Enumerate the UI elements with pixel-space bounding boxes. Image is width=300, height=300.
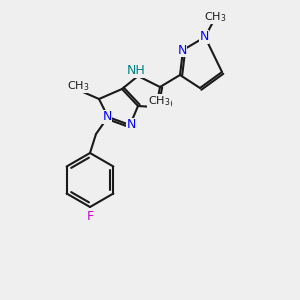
Text: O: O bbox=[162, 98, 172, 110]
Text: N: N bbox=[177, 44, 187, 56]
Text: N: N bbox=[102, 110, 112, 124]
Text: CH$_3$: CH$_3$ bbox=[204, 10, 226, 24]
Text: N: N bbox=[199, 31, 209, 44]
Text: F: F bbox=[86, 209, 94, 223]
Text: CH$_3$: CH$_3$ bbox=[67, 79, 89, 93]
Text: NH: NH bbox=[127, 64, 146, 77]
Text: CH$_3$: CH$_3$ bbox=[148, 94, 170, 108]
Text: N: N bbox=[126, 118, 136, 131]
